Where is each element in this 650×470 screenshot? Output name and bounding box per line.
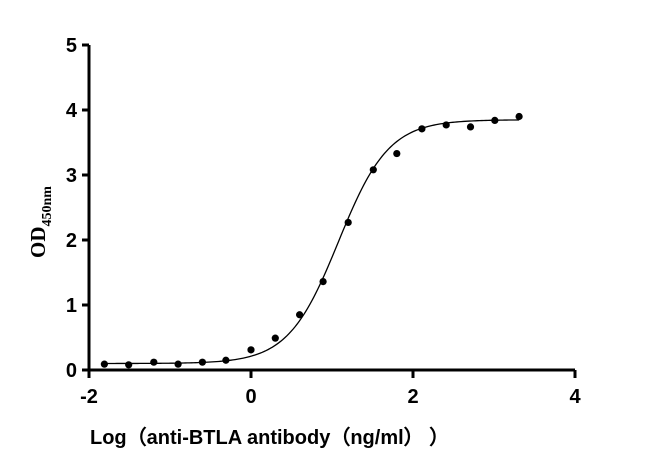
- x-tick-label: -2: [80, 386, 98, 408]
- y-tick-label: 0: [66, 360, 77, 382]
- data-points: [100, 112, 523, 369]
- y-tick-label: 5: [66, 35, 77, 57]
- data-point: [466, 123, 475, 131]
- x-tick-label: 4: [569, 386, 581, 408]
- data-point: [296, 311, 304, 319]
- y-axis-label: OD450nm: [26, 186, 55, 258]
- data-point: [247, 346, 255, 354]
- data-point: [271, 334, 279, 342]
- data-point: [100, 360, 108, 368]
- x-tick-label: 0: [245, 386, 256, 408]
- data-point: [198, 358, 206, 366]
- data-point: [369, 166, 377, 174]
- data-point: [319, 278, 327, 286]
- data-point: [125, 361, 133, 369]
- x-tick-label: 2: [407, 386, 418, 408]
- data-point: [491, 116, 499, 124]
- data-point: [344, 218, 352, 227]
- x-axis-ticks: -2 0 2 4: [80, 370, 581, 408]
- y-tick-label: 2: [66, 230, 77, 252]
- data-point: [393, 149, 401, 158]
- data-point: [174, 360, 182, 368]
- y-tick-label: 4: [66, 100, 78, 122]
- data-point: [515, 112, 523, 121]
- data-point: [222, 356, 230, 364]
- y-axis-ticks: 0 1 2 3 4 5: [66, 35, 89, 382]
- x-axis-label: Log（anti-BTLA antibody（ng/ml） ）: [90, 426, 449, 449]
- axes: [87, 45, 575, 372]
- fit-curve: [104, 119, 520, 365]
- data-point: [442, 121, 450, 129]
- data-point: [418, 125, 426, 133]
- y-tick-label: 1: [66, 295, 77, 317]
- y-tick-label: 3: [66, 165, 77, 187]
- data-point: [150, 358, 158, 366]
